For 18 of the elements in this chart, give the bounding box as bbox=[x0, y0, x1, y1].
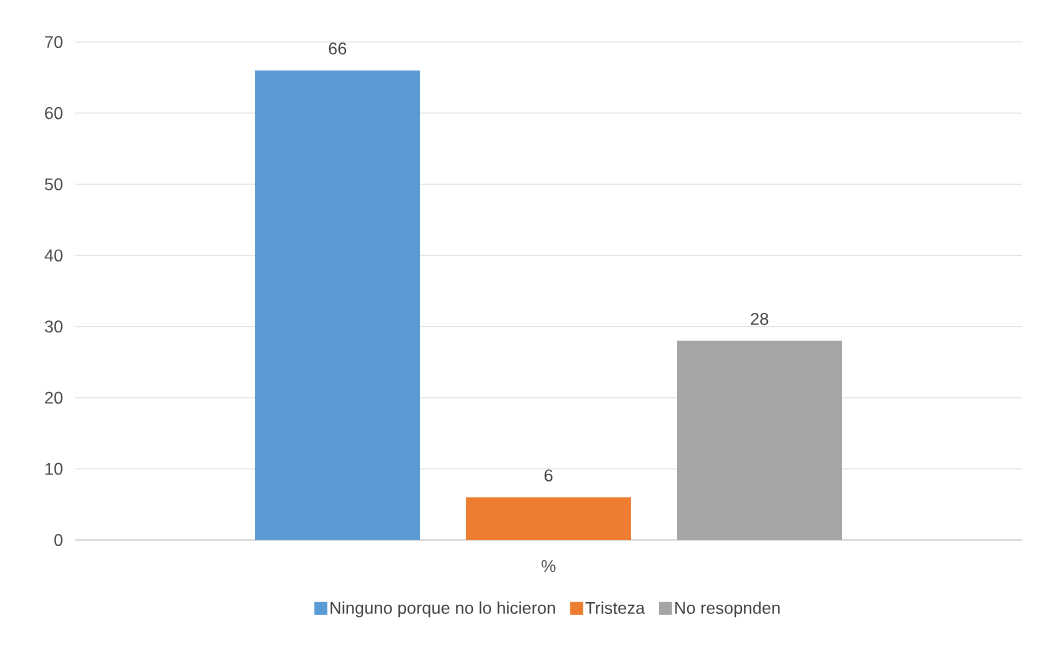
bar bbox=[466, 497, 632, 540]
bar bbox=[677, 340, 842, 540]
data-label: 28 bbox=[750, 312, 769, 325]
y-tick-label: 10 bbox=[45, 462, 63, 475]
x-tick-label: % bbox=[541, 560, 556, 573]
y-tick-label: 50 bbox=[44, 178, 63, 191]
legend-label: Tristeza bbox=[585, 601, 645, 614]
data-label: 6 bbox=[544, 469, 553, 482]
legend-label: No resopnden bbox=[675, 601, 780, 618]
y-tick-label: 20 bbox=[45, 391, 63, 404]
y-tick-label: 40 bbox=[44, 249, 63, 262]
y-tick-label: 0 bbox=[54, 533, 63, 547]
y-tick-label: 60 bbox=[45, 107, 63, 120]
y-tick-label: 70 bbox=[45, 35, 63, 49]
data-label: 66 bbox=[328, 42, 347, 55]
legend-label: Ninguno porque no lo hicieron bbox=[330, 601, 555, 618]
bar bbox=[255, 70, 421, 540]
y-tick-label: 30 bbox=[44, 320, 63, 333]
